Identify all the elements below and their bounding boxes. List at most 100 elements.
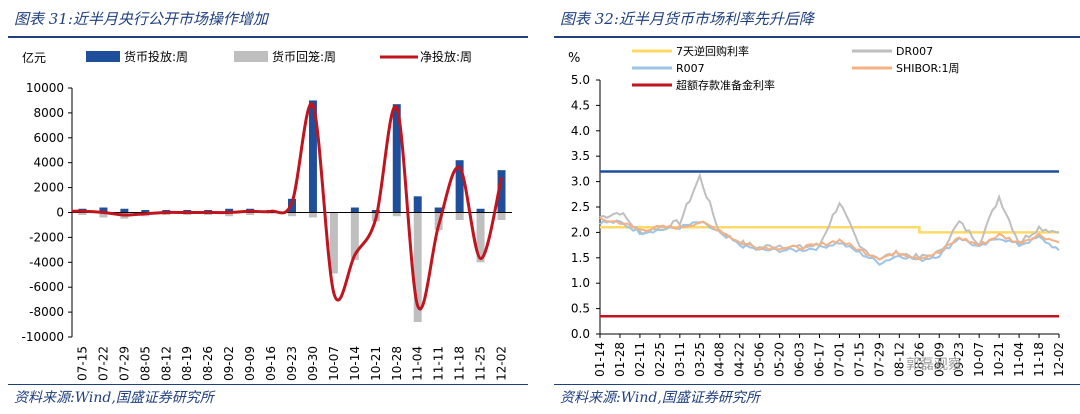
right-source-note: 资料来源:Wind,国盛证券研究所 — [560, 390, 760, 406]
right-x-tick-label: 08-12 — [892, 342, 906, 377]
left-x-tick-label: 10-28 — [390, 346, 404, 381]
dr007-line — [599, 172, 1060, 261]
right-x-tick-label: 08-26 — [912, 342, 926, 377]
right-x-tick-label: 11-18 — [1032, 342, 1046, 377]
withdrawal-bar — [288, 212, 296, 217]
right-chart-panel: 图表 32:近半月货币市场利率先升后降 % 7天逆回购利率 DR007 R007 SHI… — [546, 0, 1080, 414]
right-x-tick-label: 10-21 — [992, 342, 1006, 377]
legend-withdrawal-label: 货币回笼:周 — [272, 49, 336, 64]
injection-bar — [308, 100, 317, 213]
right-x-tick-label: 03-25 — [693, 342, 707, 377]
injection-bar — [120, 208, 129, 213]
right-x-tick-label: 04-22 — [733, 342, 747, 377]
injection-bar — [225, 208, 234, 213]
withdrawal-bar — [350, 212, 359, 260]
watermark: 郭磊观察 — [906, 357, 962, 373]
injection-bar — [99, 207, 108, 213]
right-x-tick-label: 09-09 — [932, 342, 946, 377]
legend-net-label: 净投放:周 — [420, 49, 472, 64]
right-y-tick-label: 2.5 — [571, 200, 590, 214]
right-x-tick-label: 03-11 — [673, 342, 687, 377]
right-x-tick-label: 11-04 — [1012, 342, 1026, 377]
withdrawal-bar — [497, 212, 506, 220]
left-title-rule — [8, 36, 528, 38]
legend-withdrawal-swatch — [234, 51, 268, 62]
left-y-tick-label: -2000 — [29, 230, 64, 244]
right-y-tick-label: 3.0 — [571, 175, 590, 189]
left-y-tick-label: 0 — [56, 206, 64, 220]
right-x-tick-label: 10-07 — [972, 342, 986, 377]
left-x-tick-label: 10-14 — [348, 346, 362, 381]
injection-bar — [434, 207, 443, 213]
right-chart-title: 图表 32:近半月货币市场利率先升后降 — [560, 10, 814, 28]
left-y-tick-label: 10000 — [26, 81, 64, 95]
left-source-note: 资料来源:Wind,国盛证券研究所 — [14, 390, 214, 406]
left-chart-plot: 亿元 货币投放:周 货币回笼:周 净投放:周 -10000 -8000 -6000 -4000… — [21, 49, 512, 381]
left-y-tick-label: 8000 — [33, 106, 64, 120]
withdrawal-bar — [308, 212, 317, 218]
legend-injection-label: 货币投放:周 — [124, 49, 188, 64]
right-y-tick-label: 5.0 — [571, 73, 590, 87]
left-chart-panel: 图表 31:近半月央行公开市场操作增加 亿元 货币投放:周 货币回笼:周 净投放:周 -… — [0, 0, 528, 414]
reverse-repo-rate-line — [600, 226, 1059, 234]
injection-bar — [476, 208, 485, 213]
withdrawal-bar — [246, 212, 255, 215]
right-x-tick-label: 09-23 — [952, 342, 966, 377]
right-legend-label: R007 — [676, 62, 705, 75]
right-x-tick-label: 12-02 — [1052, 342, 1066, 377]
withdrawal-bar — [392, 212, 401, 217]
left-y-tick-label: -8000 — [29, 305, 64, 319]
injection-bar — [350, 207, 359, 213]
withdrawal-bar — [476, 212, 485, 263]
right-x-tick-label: 06-17 — [813, 342, 827, 377]
left-y-tick-label: -6000 — [29, 280, 64, 294]
right-x-tick-label: 05-06 — [753, 342, 767, 377]
right-y-tick-label: 3.5 — [571, 149, 590, 163]
withdrawal-bar — [267, 212, 276, 214]
right-source-rule — [554, 384, 1080, 385]
right-legend-label: 7天逆回购利率 — [676, 44, 749, 58]
left-y-tick-label: 6000 — [33, 131, 64, 145]
right-x-tick-label: 04-08 — [713, 342, 727, 377]
injection-bar — [455, 160, 464, 213]
right-legend-label: SHIBOR:1周 — [896, 62, 960, 75]
left-x-tick-label: 11-25 — [474, 346, 488, 381]
right-x-tick-label: 02-25 — [653, 342, 667, 377]
shibor-1w-line — [599, 216, 1060, 261]
withdrawal-bar — [329, 212, 338, 274]
injection-bar — [413, 196, 422, 213]
left-x-tick-label: 11-11 — [432, 346, 446, 381]
right-x-tick-label: 07-29 — [872, 342, 886, 377]
right-y-tick-label: 4.0 — [571, 124, 590, 138]
right-legend-label: DR007 — [896, 45, 933, 58]
right-y-tick-label: 2.0 — [571, 225, 590, 239]
right-legend-label: 超额存款准备金利率 — [676, 78, 775, 92]
right-x-tick-label: 05-20 — [773, 342, 787, 377]
left-chart-title: 图表 31:近半月央行公开市场操作增加 — [14, 10, 268, 28]
left-x-tick-label: 10-07 — [327, 346, 341, 381]
withdrawal-bar — [455, 212, 464, 220]
left-x-tick-label: 11-04 — [411, 346, 425, 381]
left-x-tick-label: 08-26 — [201, 346, 215, 381]
withdrawal-bar — [225, 212, 234, 217]
injection-bar — [497, 170, 506, 213]
right-x-tick-label: 07-15 — [852, 342, 866, 377]
left-x-tick-label: 08-19 — [180, 346, 194, 381]
left-source-rule — [8, 384, 528, 385]
left-y-tick-label: -10000 — [21, 330, 64, 344]
right-x-tick-label: 07-01 — [832, 342, 846, 377]
injection-bar — [371, 210, 380, 213]
withdrawal-bar — [78, 212, 87, 215]
left-x-tick-label: 09-02 — [222, 346, 236, 381]
legend-injection-swatch — [86, 51, 120, 62]
right-x-tick-label: 01-28 — [613, 342, 627, 377]
left-y-axis-label: 亿元 — [22, 50, 46, 65]
left-x-tick-label: 12-02 — [495, 346, 509, 381]
right-x-tick-label: 06-03 — [793, 342, 807, 377]
left-x-tick-label: 07-29 — [117, 346, 131, 381]
right-y-tick-label: 4.5 — [571, 98, 590, 112]
left-y-tick-label: 2000 — [33, 181, 64, 195]
right-y-tick-label: 1.5 — [571, 251, 590, 265]
net-injection-line — [71, 102, 503, 311]
